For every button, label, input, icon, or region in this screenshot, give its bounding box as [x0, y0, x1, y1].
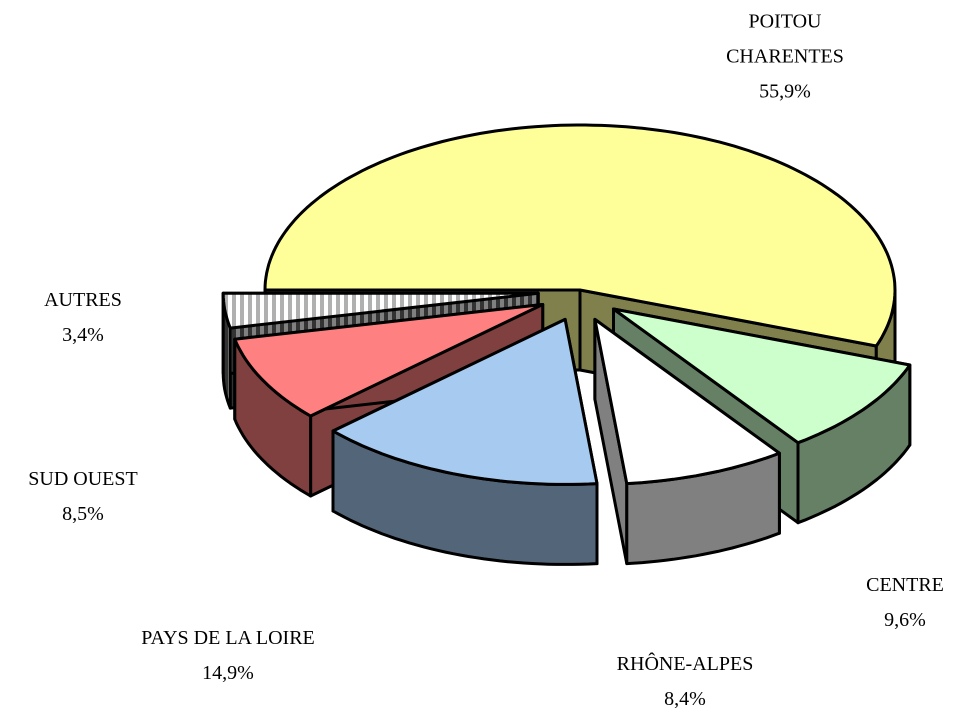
label-centre: CENTRE 9,6%	[866, 568, 944, 638]
category-label: POITOU CHARENTES	[726, 10, 844, 68]
category-label: PAYS DE LA LOIRE	[141, 627, 315, 649]
category-label: AUTRES	[44, 289, 122, 311]
value-label: 3,4%	[62, 324, 104, 346]
value-label: 14,9%	[202, 662, 254, 684]
value-label: 9,6%	[884, 609, 926, 631]
slice	[593, 317, 781, 486]
slice	[233, 303, 545, 418]
slice	[221, 291, 540, 330]
slice	[331, 317, 599, 486]
label-sud: SUD OUEST 8,5%	[28, 462, 137, 532]
category-label: RHÔNE-ALPES	[616, 653, 754, 675]
label-poitou: POITOU CHARENTES 55,9%	[705, 5, 865, 110]
label-rhone: RHÔNE-ALPES 8,4%	[617, 647, 754, 717]
category-label: SUD OUEST	[28, 468, 138, 490]
slice	[263, 123, 897, 348]
label-autres: AUTRES 3,4%	[44, 283, 122, 353]
value-label: 8,4%	[664, 688, 706, 710]
value-label: 8,5%	[62, 503, 104, 525]
category-label: CENTRE	[866, 574, 944, 596]
label-pays: PAYS DE LA LOIRE 14,9%	[141, 621, 315, 691]
value-label: 55,9%	[759, 80, 811, 103]
slice	[612, 307, 912, 445]
